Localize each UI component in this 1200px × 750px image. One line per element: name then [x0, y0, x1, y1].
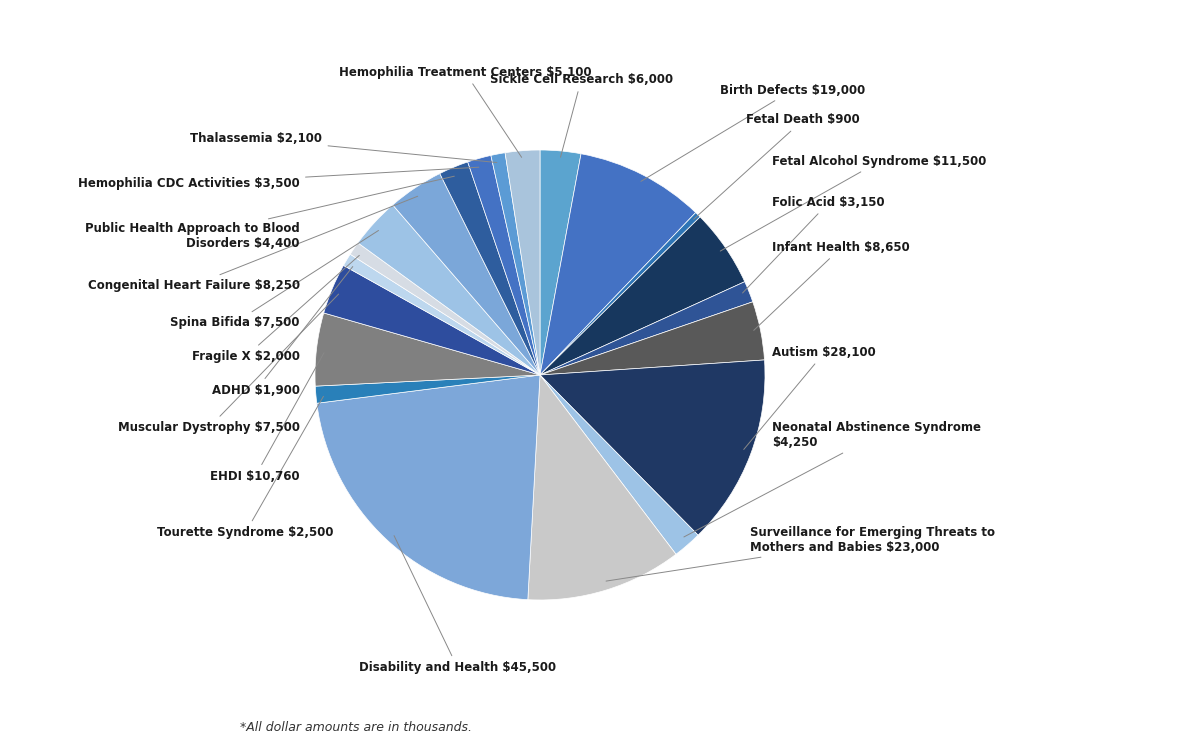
Wedge shape — [343, 254, 540, 375]
Text: EHDI $10,760: EHDI $10,760 — [210, 352, 324, 483]
Wedge shape — [491, 153, 540, 375]
Text: Tourette Syndrome $2,500: Tourette Syndrome $2,500 — [157, 396, 334, 539]
Wedge shape — [540, 154, 696, 375]
Wedge shape — [317, 375, 540, 600]
Wedge shape — [540, 217, 745, 375]
Text: Birth Defects $19,000: Birth Defects $19,000 — [641, 83, 865, 182]
Wedge shape — [316, 375, 540, 404]
Wedge shape — [528, 375, 676, 600]
Text: Autism $28,100: Autism $28,100 — [744, 346, 876, 449]
Text: Muscular Dystrophy $7,500: Muscular Dystrophy $7,500 — [118, 294, 338, 434]
Text: ADHD $1,900: ADHD $1,900 — [212, 266, 353, 397]
Wedge shape — [505, 150, 540, 375]
Text: Thalassemia $2,100: Thalassemia $2,100 — [191, 132, 497, 163]
Wedge shape — [350, 243, 540, 375]
Wedge shape — [324, 266, 540, 375]
Wedge shape — [540, 360, 764, 536]
Text: Infant Health $8,650: Infant Health $8,650 — [754, 241, 911, 330]
Wedge shape — [392, 173, 540, 375]
Wedge shape — [540, 282, 752, 375]
Text: Folic Acid $3,150: Folic Acid $3,150 — [743, 196, 886, 293]
Text: Neonatal Abstinence Syndrome
$4,250: Neonatal Abstinence Syndrome $4,250 — [684, 421, 982, 537]
Text: Public Health Approach to Blood
Disorders $4,400: Public Health Approach to Blood Disorder… — [85, 176, 455, 251]
Wedge shape — [316, 313, 540, 386]
Wedge shape — [540, 302, 764, 375]
Text: Fragile X $2,000: Fragile X $2,000 — [192, 255, 359, 363]
Wedge shape — [468, 155, 540, 375]
Text: Spina Bifida $7,500: Spina Bifida $7,500 — [170, 230, 378, 329]
Text: Fetal Death $900: Fetal Death $900 — [694, 113, 860, 219]
Text: Surveillance for Emerging Threats to
Mothers and Babies $23,000: Surveillance for Emerging Threats to Mot… — [606, 526, 995, 581]
Text: Congenital Heart Failure $8,250: Congenital Heart Failure $8,250 — [88, 196, 418, 292]
Wedge shape — [540, 375, 698, 554]
Wedge shape — [439, 162, 540, 375]
Wedge shape — [540, 150, 581, 375]
Text: Sickle Cell Research $6,000: Sickle Cell Research $6,000 — [490, 74, 673, 158]
Wedge shape — [358, 205, 540, 375]
Wedge shape — [540, 212, 700, 375]
Text: Fetal Alcohol Syndrome $11,500: Fetal Alcohol Syndrome $11,500 — [720, 154, 986, 251]
Text: Hemophilia Treatment Centers $5,100: Hemophilia Treatment Centers $5,100 — [338, 66, 592, 158]
Text: *All dollar amounts are in thousands.: *All dollar amounts are in thousands. — [240, 721, 472, 734]
Text: Disability and Health $45,500: Disability and Health $45,500 — [359, 536, 556, 674]
Text: Hemophilia CDC Activities $3,500: Hemophilia CDC Activities $3,500 — [78, 167, 479, 190]
